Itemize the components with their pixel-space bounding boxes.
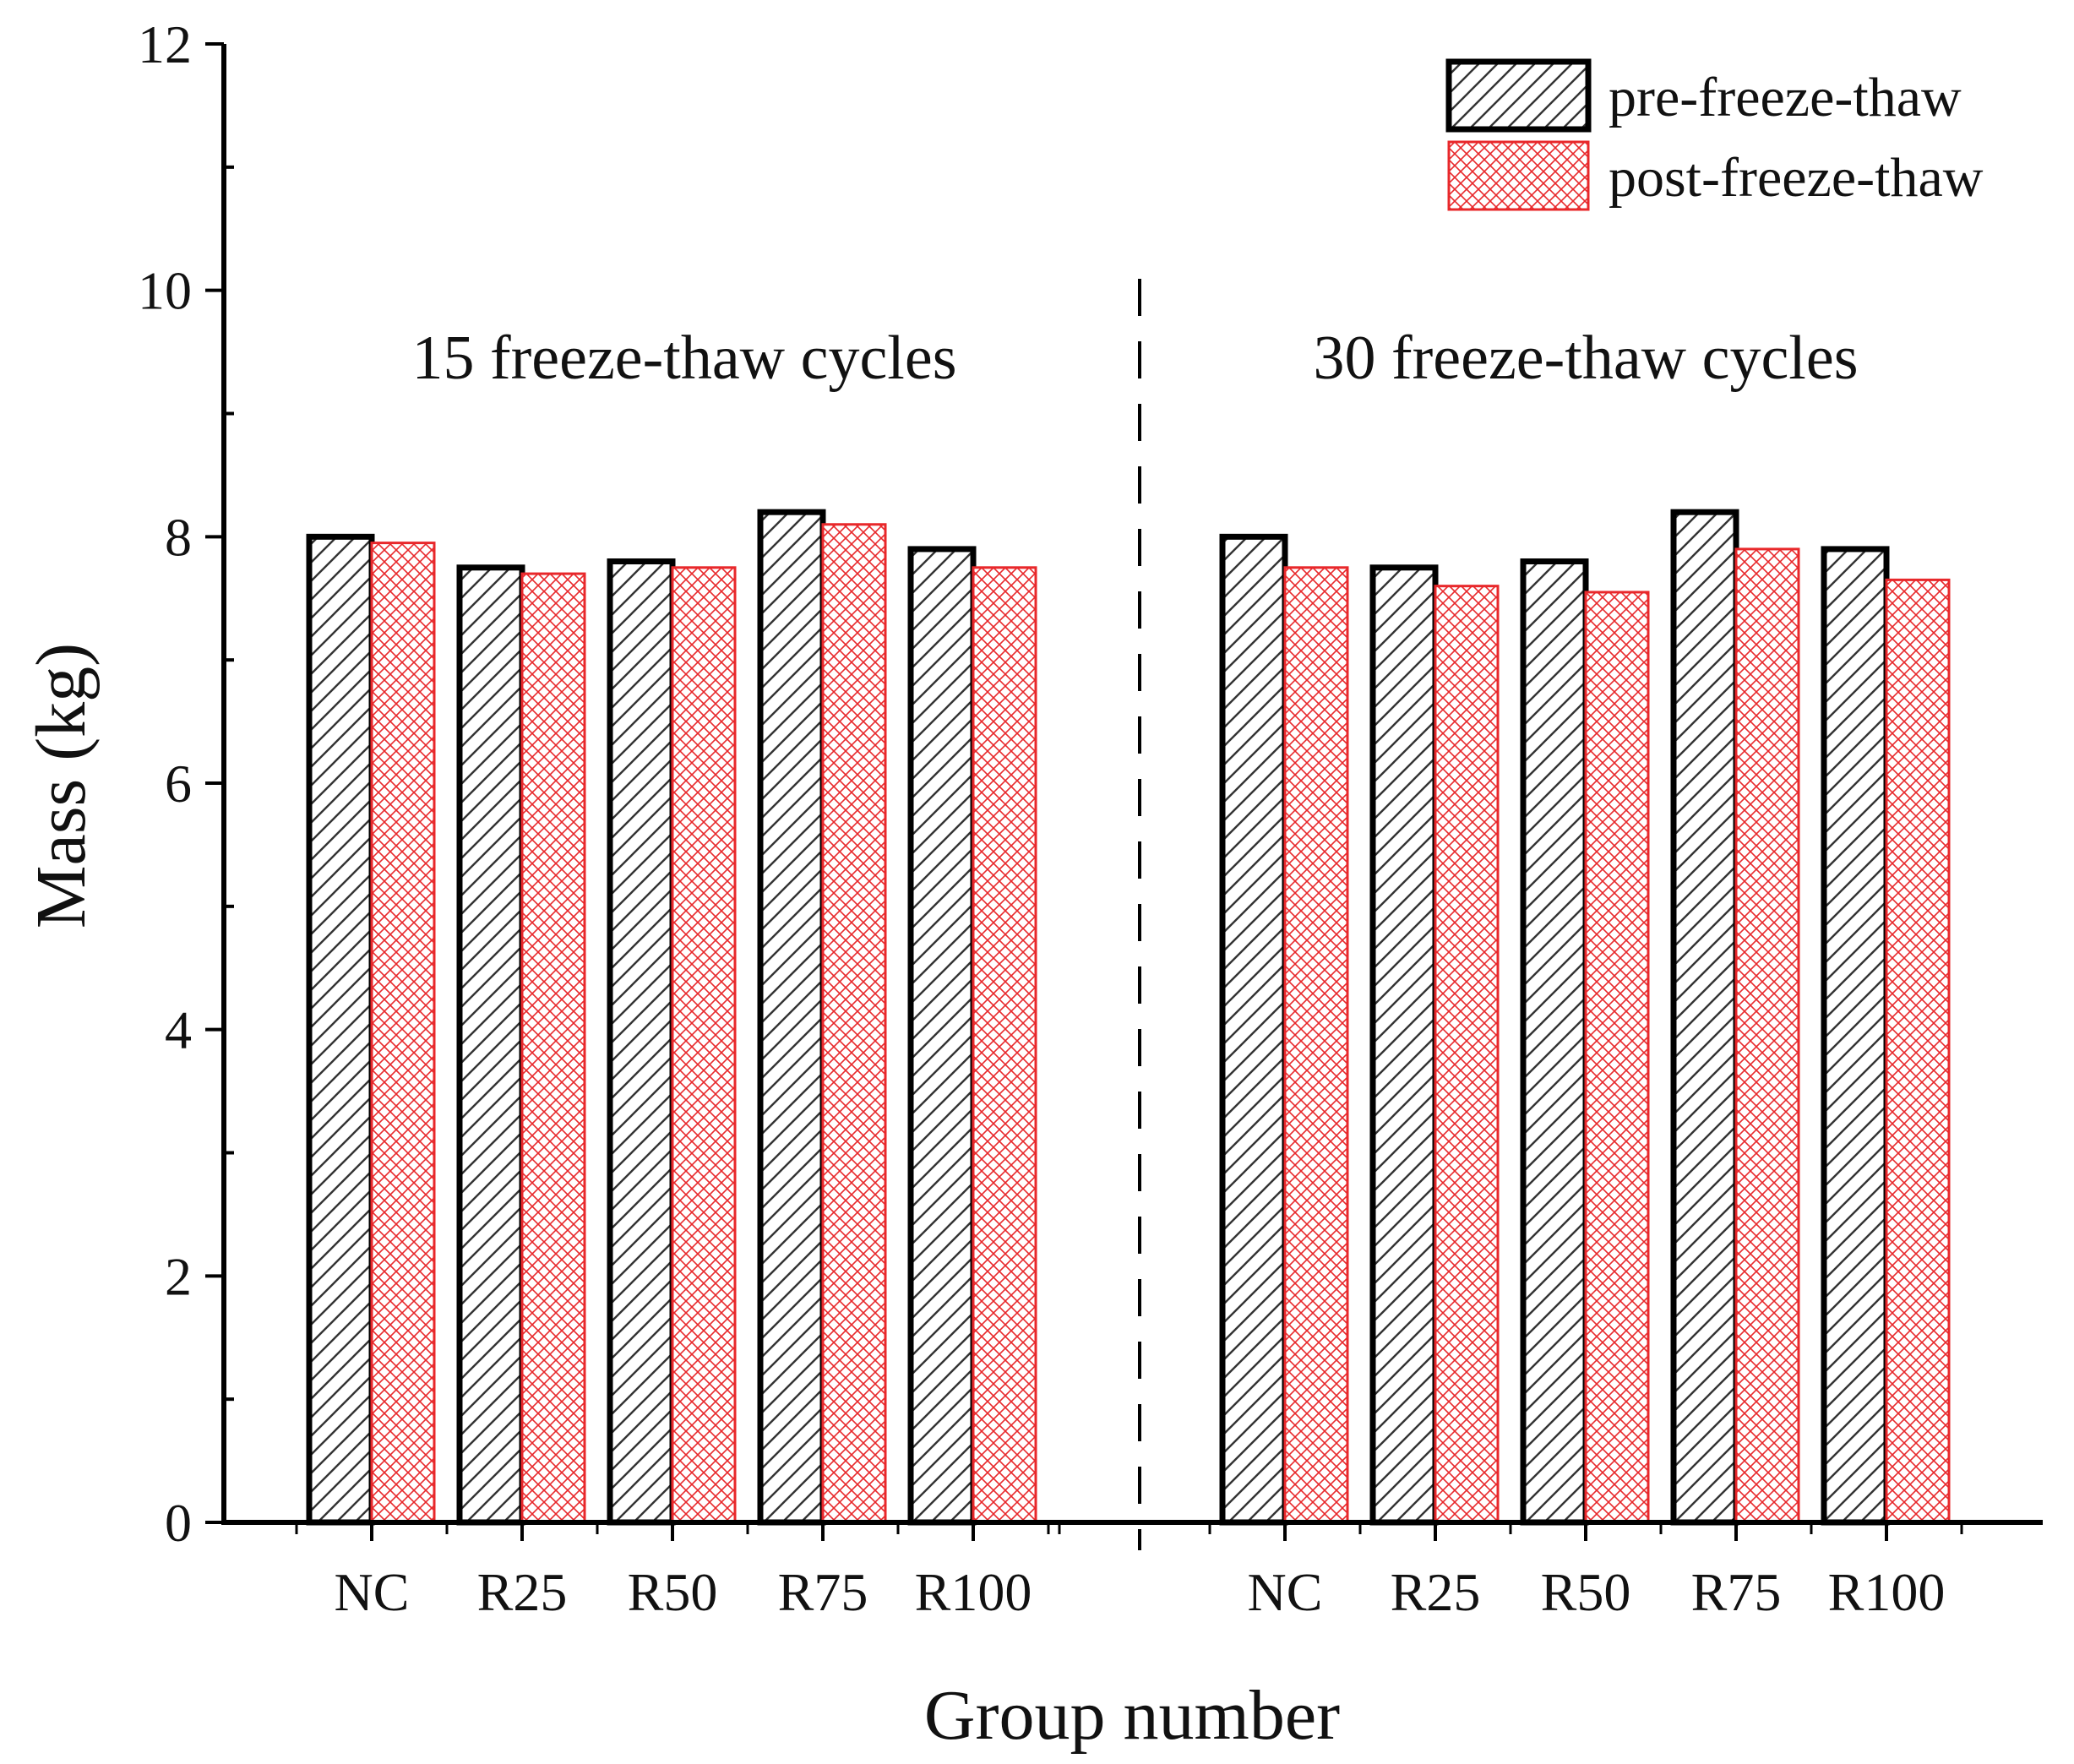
group-title-15-cycles: 15 freeze-thaw cycles <box>411 324 956 393</box>
y-tick-label: 6 <box>165 754 192 814</box>
x-tick-label: R75 <box>1691 1562 1782 1622</box>
y-tick-label: 0 <box>165 1493 192 1553</box>
bar-post-nc-g1 <box>370 542 436 1524</box>
bar-post-r25-g2 <box>1434 585 1500 1524</box>
x-tick-label: R100 <box>1828 1562 1946 1622</box>
legend: pre-freeze-thaw post-freeze-thaw <box>1445 58 1984 211</box>
x-tick-label: R50 <box>628 1562 718 1622</box>
y-tick-label: 12 <box>138 14 192 74</box>
bar-post-r50-g2 <box>1584 591 1650 1524</box>
bar-post-r50-g1 <box>671 566 737 1524</box>
bar-post-r100-g2 <box>1885 578 1951 1524</box>
bar-pre-r25-g2 <box>1369 564 1439 1526</box>
bar-pre-r75-g1 <box>757 509 826 1526</box>
bar-post-nc-g2 <box>1283 566 1349 1524</box>
y-tick-label: 4 <box>165 1000 192 1060</box>
bar-pre-nc-g2 <box>1219 533 1288 1526</box>
x-tick-label: R25 <box>477 1562 568 1622</box>
y-axis-title: Mass (kg) <box>22 643 101 928</box>
legend-swatch-pre-freeze-thaw <box>1445 58 1592 133</box>
bar-pre-r25-g1 <box>456 564 525 1526</box>
bar-pre-nc-g1 <box>306 533 375 1526</box>
x-tick-label: R100 <box>915 1562 1032 1622</box>
x-tick-label: R75 <box>778 1562 868 1622</box>
x-tick-label: R50 <box>1541 1562 1631 1622</box>
group-title-30-cycles: 30 freeze-thaw cycles <box>1313 324 1858 393</box>
bar-pre-r75-g2 <box>1670 509 1739 1526</box>
legend-swatch-post-freeze-thaw <box>1447 140 1590 211</box>
x-axis-ticks: NC R25 R50 R75 R100 NC R25 R50 R75 R100 <box>295 1522 1963 1622</box>
x-tick-label: R25 <box>1391 1562 1481 1622</box>
y-tick-label: 8 <box>165 507 192 567</box>
y-tick-label: 2 <box>165 1246 192 1306</box>
legend-label-pre-freeze-thaw: pre-freeze-thaw <box>1609 67 1962 128</box>
bar-pre-r100-g2 <box>1821 546 1890 1526</box>
x-axis-title: Group number <box>924 1676 1340 1755</box>
x-tick-label: NC <box>1248 1562 1323 1622</box>
bar-post-r25-g1 <box>520 572 586 1524</box>
bar-post-r75-g2 <box>1734 547 1800 1524</box>
legend-label-post-freeze-thaw: post-freeze-thaw <box>1609 147 1984 209</box>
bars-layer <box>306 509 1951 1526</box>
bar-pre-r50-g2 <box>1520 558 1589 1526</box>
y-tick-label: 10 <box>138 261 192 321</box>
y-axis-ticks: 0 2 4 6 8 10 12 <box>138 14 234 1553</box>
bar-pre-r50-g1 <box>607 558 676 1526</box>
bar-pre-r100-g1 <box>907 546 977 1526</box>
bar-post-r100-g1 <box>972 566 1037 1524</box>
x-tick-label: NC <box>335 1562 410 1622</box>
bar-post-r75-g1 <box>821 523 887 1524</box>
